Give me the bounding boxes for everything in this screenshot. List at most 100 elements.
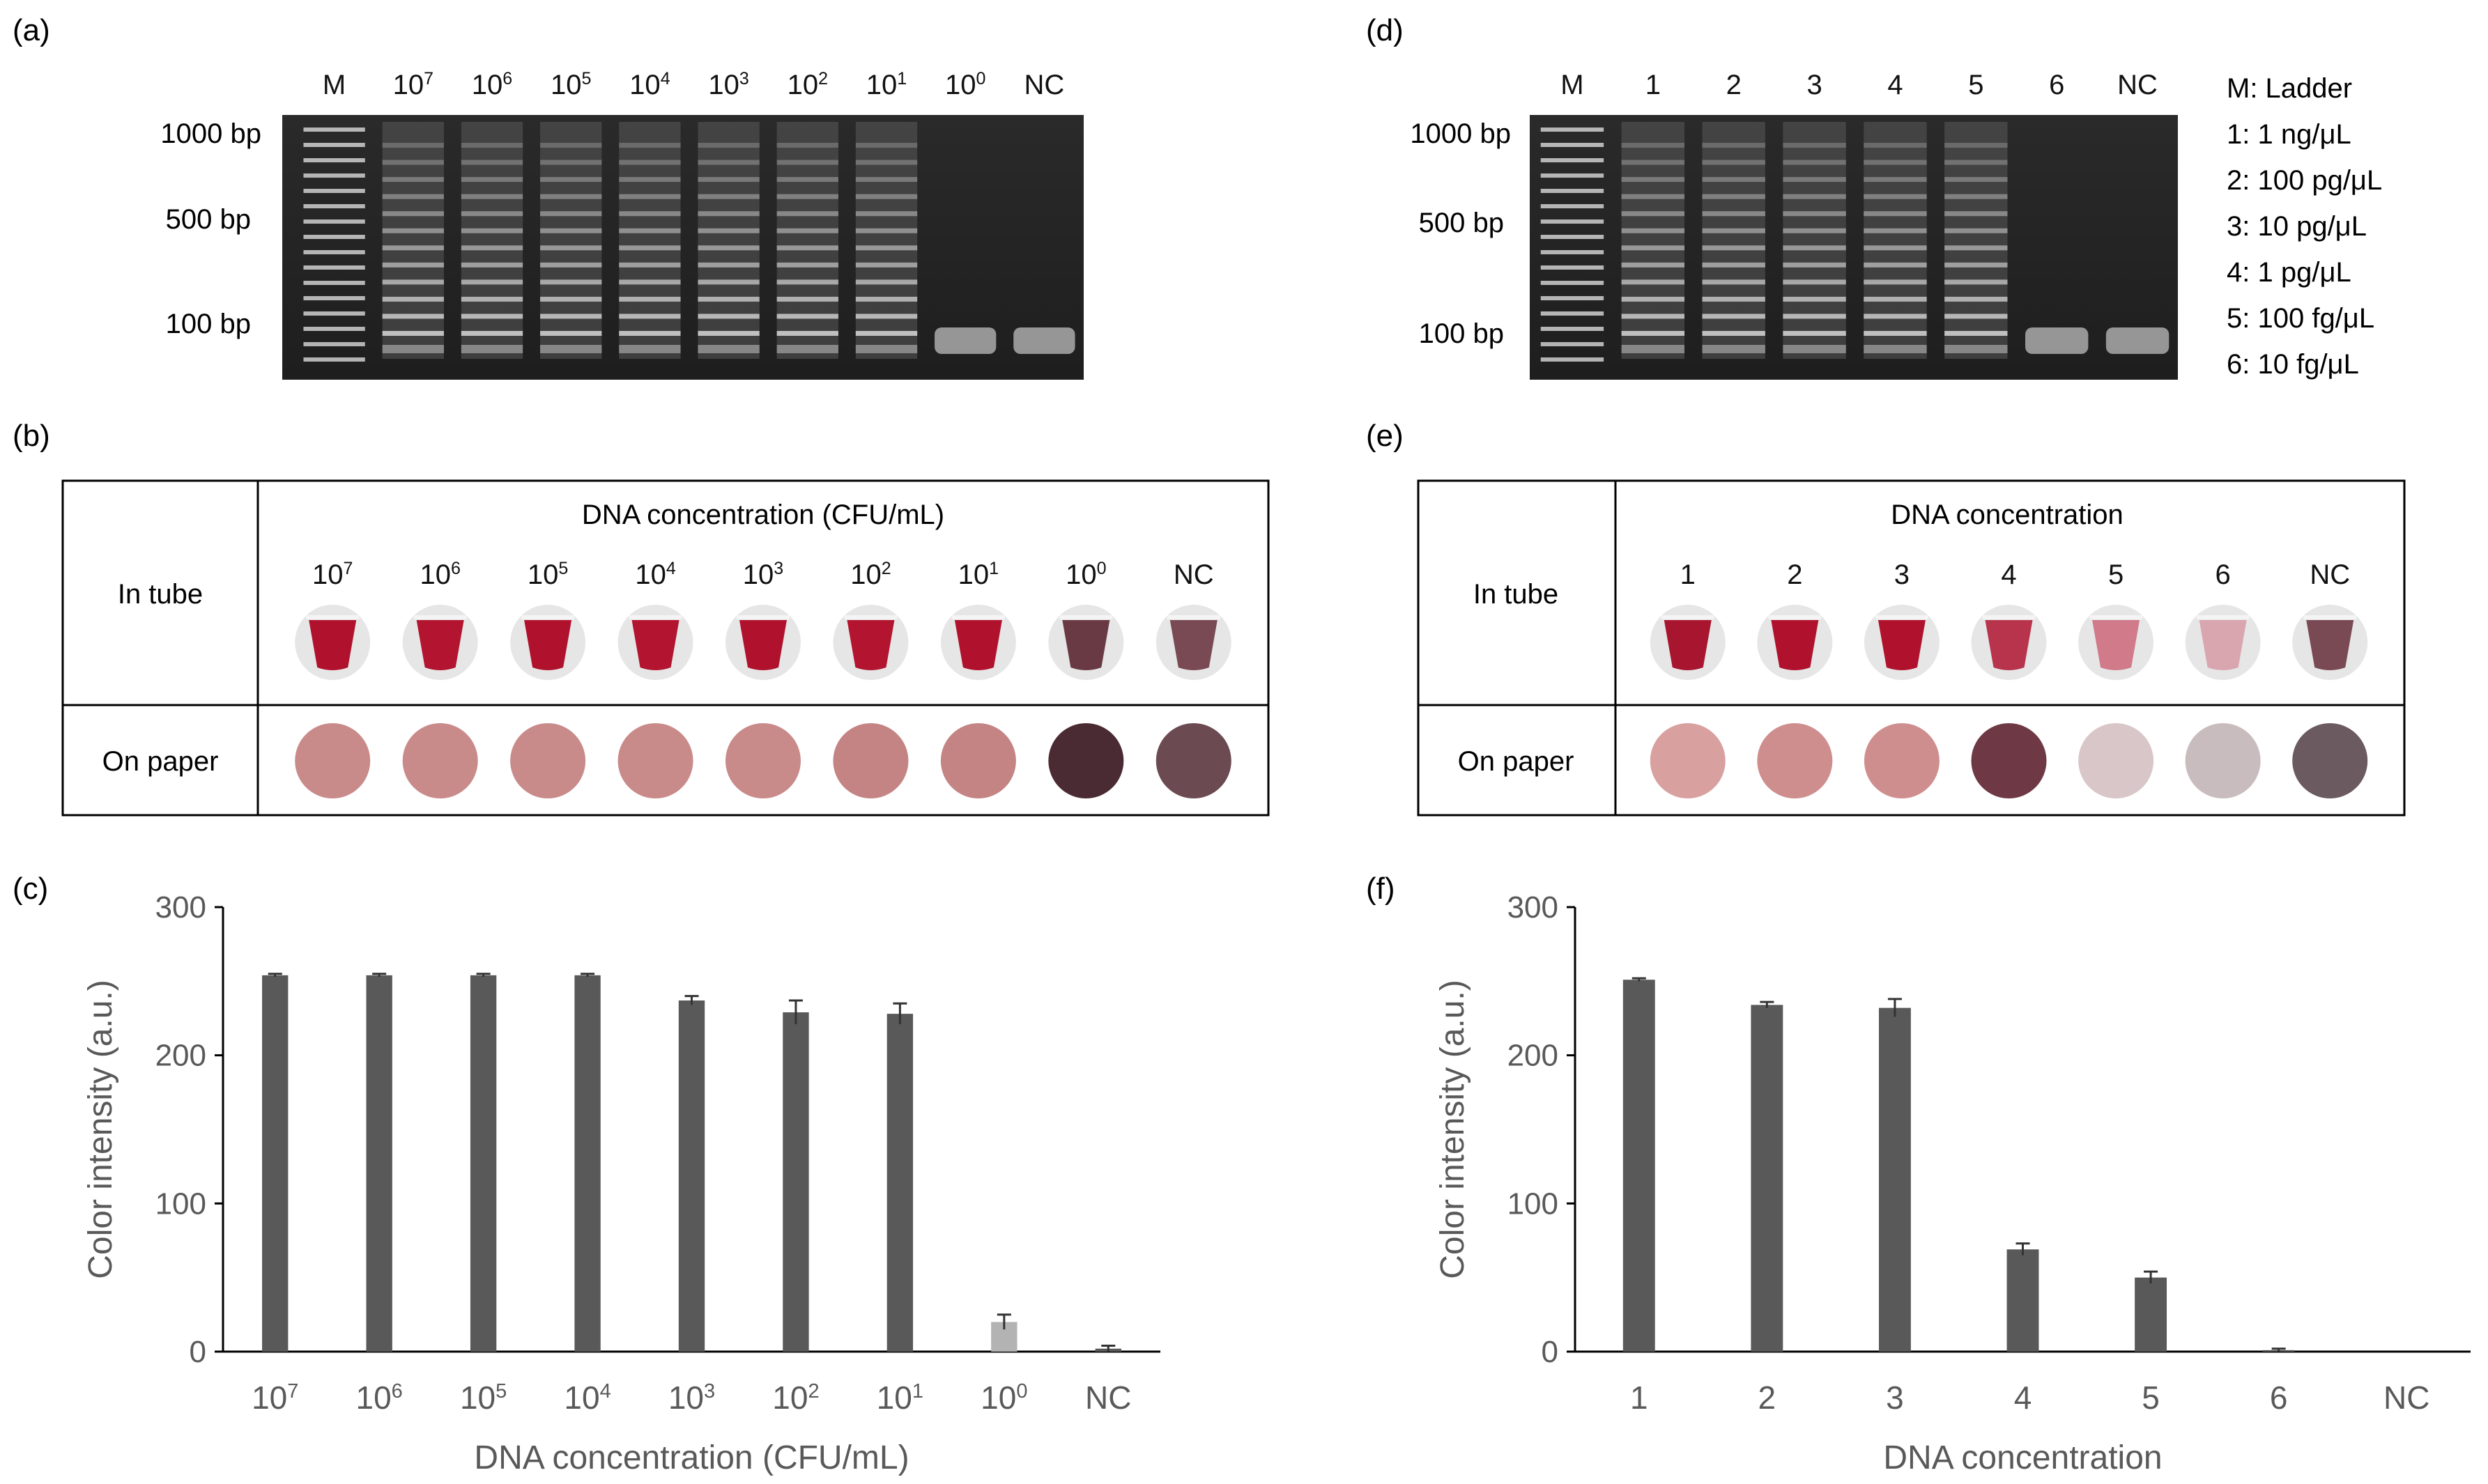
gel-d-band <box>1621 194 1685 199</box>
gel-a-band <box>540 331 602 336</box>
table-b-header: DNA concentration (CFU/mL) <box>582 500 944 530</box>
table-b-tube-image <box>725 605 801 680</box>
gel-d-legend-item: 3: 10 pg/μL <box>2227 211 2367 242</box>
gel-a-ladder-band <box>303 219 365 224</box>
gel-a-band <box>461 143 523 148</box>
chart-c-ytick-label: 0 <box>190 1335 206 1369</box>
table-e-tube-image <box>2185 605 2261 680</box>
gel-a-ladder-band <box>303 265 365 270</box>
gel-a-low-band <box>382 345 444 353</box>
gel-a-band <box>461 160 523 165</box>
chart-c-xtick-label-base: 10 <box>877 1379 912 1416</box>
gel-d-ladder-band <box>1540 250 1604 254</box>
gel-a-ladder-band <box>303 281 365 285</box>
bar-chart-f: 0 100 200 300 1 2 3 4 5 6 NC DNA concentration Color… <box>1434 890 2471 1476</box>
gel-a-band <box>698 262 760 268</box>
gel-a-band <box>540 211 602 217</box>
gel-a-band <box>540 262 602 268</box>
gel-d-low-band <box>1702 345 1765 353</box>
gel-d-band <box>1702 279 1765 285</box>
table-b-col-label-6-exp: 1 <box>989 559 999 578</box>
gel-a-ladder-band <box>303 327 365 331</box>
gel-a-primer-dimer-band <box>1013 327 1075 354</box>
gel-d-band <box>1944 143 2008 148</box>
chart-f-xtick-label-base: 1 <box>1630 1379 1648 1416</box>
gel-a-lane-label-5: 103 <box>708 69 748 100</box>
gel-a-lane-label-4-base: 10 <box>629 70 661 100</box>
gel-d-lane-label-4: 4 <box>1887 70 1903 100</box>
table-b-paper-spot <box>402 723 478 798</box>
gel-d-ladder-band <box>1540 327 1604 331</box>
gel-a-band <box>619 262 681 268</box>
gel-a-band <box>619 296 681 302</box>
gel-d-ladder-band <box>1540 296 1604 300</box>
gel-d-band <box>1702 160 1765 165</box>
table-b-col-label-2: 105 <box>528 559 568 590</box>
gel-a-lane-label-8: 100 <box>945 69 985 100</box>
gel-a-band <box>540 143 602 148</box>
gel-a-lane-label-1: 107 <box>393 69 433 100</box>
gel-d-band <box>1783 314 1846 319</box>
gel-a-band <box>382 160 444 165</box>
gel-a-lane-label-9: NC <box>1024 70 1065 100</box>
gel-a-band <box>698 211 760 217</box>
table-b-paper-spot <box>617 723 693 798</box>
table-e-col-label-1-base: 2 <box>1787 559 1802 590</box>
table-b-col-label-3: 104 <box>635 559 676 590</box>
gel-a-lane <box>303 127 365 362</box>
gel-d-lane-label-3-base: 3 <box>1806 70 1822 100</box>
gel-d-low-band <box>1621 345 1685 353</box>
gel-d-legend-item: 6: 10 fg/μL <box>2227 349 2359 380</box>
gel-a-lane <box>855 122 918 359</box>
chart-f-xtick-label: 6 <box>2270 1379 2288 1416</box>
gel-d-band <box>1944 194 2008 199</box>
gel-d-ladder-band <box>1540 204 1604 208</box>
chart-c-xtick-label-base: 10 <box>564 1379 599 1416</box>
chart-c-bar <box>886 1014 914 1352</box>
gel-a-band <box>698 296 760 302</box>
gel-a-band <box>619 228 681 233</box>
chart-c-bar <box>678 1000 705 1352</box>
gel-d-band <box>1783 177 1846 183</box>
table-b-tube-image <box>1155 605 1231 680</box>
gel-d-band <box>1702 177 1765 183</box>
chart-c-xtick-label: 102 <box>772 1379 819 1416</box>
chart-c-xtick-label-base: 10 <box>252 1379 287 1416</box>
gel-a-low-band <box>619 345 681 353</box>
table-e-col-label-3: 4 <box>2001 559 2016 590</box>
gel-a-band <box>382 245 444 251</box>
table-e-col-label-0-base: 1 <box>1680 559 1696 590</box>
gel-d-band <box>1864 245 1927 251</box>
gel-d-band <box>1621 331 1685 336</box>
gel-a-ladder-band <box>303 311 365 316</box>
gel-a-band <box>461 262 523 268</box>
chart-c-xtick-label-base: 10 <box>772 1379 808 1416</box>
table-e-col-label-2-base: 3 <box>1894 559 1910 590</box>
gel-a-lane-label-2: 106 <box>472 69 512 100</box>
chart-f-xtick-label-base: 4 <box>2014 1379 2032 1416</box>
gel-d-band <box>1944 279 2008 285</box>
gel-d-lane <box>1944 122 2008 359</box>
gel-a-band <box>540 228 602 233</box>
table-b-col-label-8: NC <box>1174 559 1214 590</box>
gel-d-band <box>1702 143 1765 148</box>
table-b-tube-image <box>295 605 371 680</box>
table-e-tube-liquid <box>1664 620 1712 670</box>
gel-a-band <box>540 177 602 183</box>
gel-d-band <box>1864 160 1927 165</box>
gel-d-lane <box>2105 327 2170 354</box>
gel-d-band <box>1621 296 1685 302</box>
gel-d-lane-label-5-base: 5 <box>1968 70 1983 100</box>
gel-d-smear <box>1702 122 1765 359</box>
chart-f-xtick-label: 5 <box>2142 1379 2160 1416</box>
gel-a-lane-label-7-base: 10 <box>866 70 898 100</box>
table-b-col-label-2-base: 10 <box>528 559 559 590</box>
gel-d-legend-item: 4: 1 pg/μL <box>2227 257 2351 288</box>
table-e-tube-image <box>1971 605 2047 680</box>
gel-a-band <box>855 211 918 217</box>
chart-f-xtick-label: 2 <box>1758 1379 1776 1416</box>
table-e-col-label-3-base: 4 <box>2001 559 2016 590</box>
panel-label-f: (f) <box>1366 872 1395 906</box>
gel-d-lane-label-7: NC <box>2117 70 2158 100</box>
chart-c-xtick-label-exp: 3 <box>704 1380 715 1402</box>
